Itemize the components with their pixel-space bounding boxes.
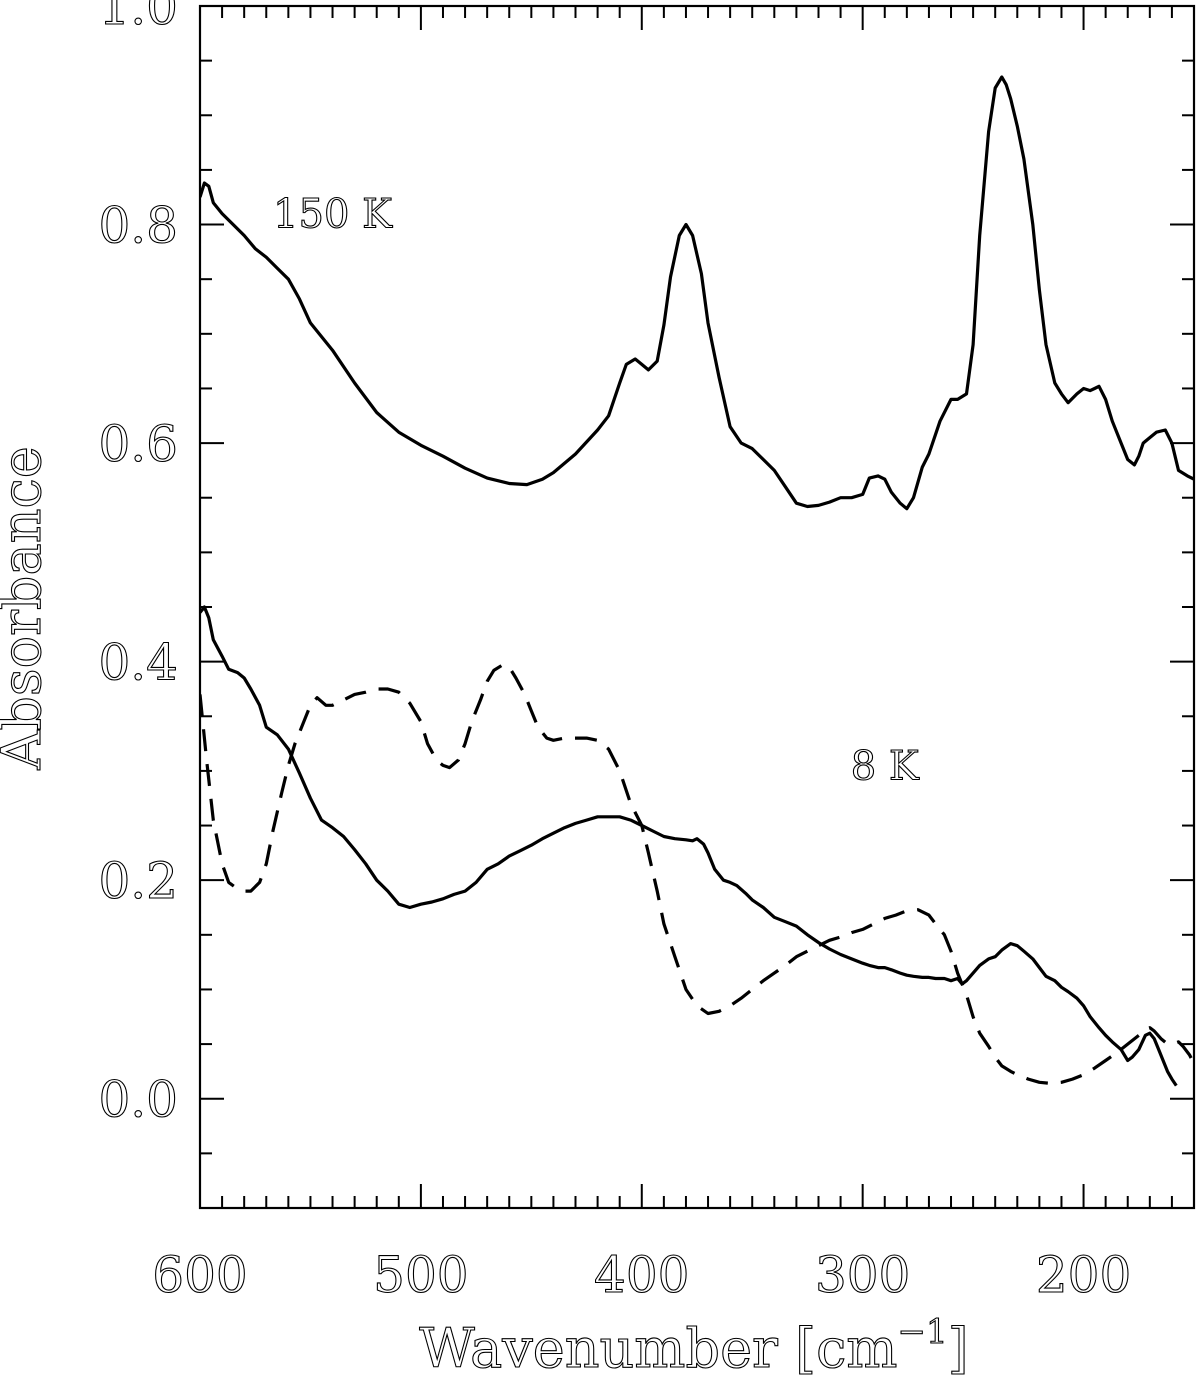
x-axis-title: Wavenumber [cm−1] <box>419 1312 968 1380</box>
x-axis-title-superscript: −1 <box>898 1312 948 1352</box>
y-tick-label: 0.6 <box>98 415 178 473</box>
tick-labels: 600 500 400 300 200 0.0 0.2 0.4 0.6 0.8 1.0 <box>98 0 1132 1305</box>
x-tick-label: 500 <box>373 1246 468 1304</box>
x-tick-label: 300 <box>815 1246 910 1304</box>
x-tick-label: 600 <box>152 1246 247 1304</box>
series-line-1 <box>200 605 1178 1087</box>
y-tick-label: 0.8 <box>98 197 178 255</box>
series-line-0 <box>200 75 1194 511</box>
series-group <box>200 75 1194 1087</box>
x-tick-label: 200 <box>1036 1246 1131 1304</box>
y-tick-label: 1.0 <box>98 0 178 36</box>
y-tick-label: 0.2 <box>98 852 178 910</box>
x-axis-title-main: Wavenumber [cm <box>419 1317 897 1380</box>
annotation-8k: 8 K <box>851 743 920 789</box>
y-tick-label: 0.0 <box>98 1071 178 1129</box>
y-tick-label: 0.4 <box>98 634 178 692</box>
y-axis-title: Absorbance <box>0 446 53 770</box>
x-axis-title-tail: ] <box>948 1317 969 1380</box>
x-tick-label: 400 <box>594 1246 689 1304</box>
annotation-150k: 150 K <box>273 192 393 238</box>
axis-ticks <box>199 5 1195 1209</box>
series-line-2 <box>200 663 1194 1085</box>
plot-frame <box>198 4 1196 1210</box>
